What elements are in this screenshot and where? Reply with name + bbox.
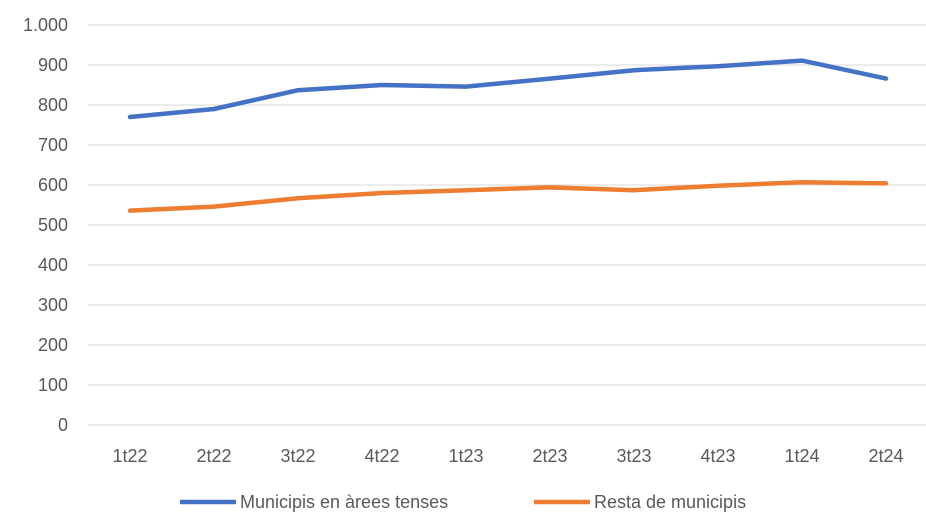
y-tick-label: 800 bbox=[38, 95, 68, 115]
x-tick-label: 1t24 bbox=[784, 446, 819, 466]
x-tick-label: 2t23 bbox=[532, 446, 567, 466]
y-tick-label: 900 bbox=[38, 55, 68, 75]
series-lines bbox=[127, 58, 889, 213]
legend-label: Resta de municipis bbox=[594, 492, 746, 512]
legend: Municipis en àrees tenses Resta de munici… bbox=[180, 492, 746, 512]
x-tick-label: 3t23 bbox=[616, 446, 651, 466]
x-axis-tick-labels: 1t22 2t22 3t22 4t22 1t23 2t23 3t23 4t23 1t24 2t24 bbox=[112, 446, 903, 466]
y-tick-label: 700 bbox=[38, 135, 68, 155]
x-tick-label: 4t23 bbox=[700, 446, 735, 466]
y-tick-label: 500 bbox=[38, 215, 68, 235]
x-tick-label: 1t23 bbox=[448, 446, 483, 466]
series-line-1 bbox=[127, 179, 889, 213]
y-tick-label: 300 bbox=[38, 295, 68, 315]
x-tick-label: 2t22 bbox=[196, 446, 231, 466]
y-tick-label: 1.000 bbox=[23, 15, 68, 35]
y-tick-label: 100 bbox=[38, 375, 68, 395]
x-tick-label: 1t22 bbox=[112, 446, 147, 466]
gridlines bbox=[88, 24, 926, 426]
y-axis-tick-labels: 0 100 200 300 400 500 600 700 800 900 1.000 bbox=[23, 15, 68, 435]
x-tick-label: 2t24 bbox=[868, 446, 903, 466]
legend-label: Municipis en àrees tenses bbox=[240, 492, 448, 512]
x-tick-label: 4t22 bbox=[364, 446, 399, 466]
y-tick-label: 600 bbox=[38, 175, 68, 195]
y-tick-label: 200 bbox=[38, 335, 68, 355]
y-tick-label: 400 bbox=[38, 255, 68, 275]
x-tick-label: 3t22 bbox=[280, 446, 315, 466]
series-line-0 bbox=[127, 58, 889, 120]
y-tick-label: 0 bbox=[58, 415, 68, 435]
